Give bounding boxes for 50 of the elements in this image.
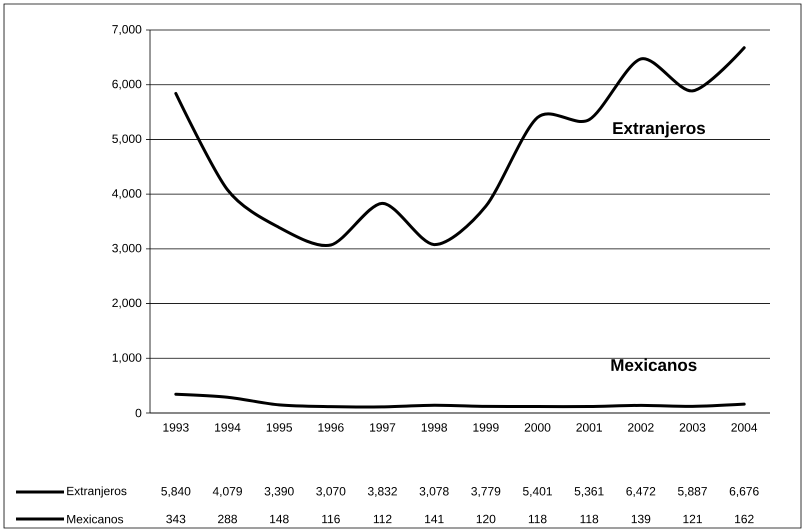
y-tick-label: 0 [136, 408, 142, 418]
data-label: 3,390 [264, 487, 294, 497]
y-tick-label: 4,000 [112, 189, 142, 200]
x-tick-label: 1998 [422, 423, 447, 432]
x-tick-label: 1993 [163, 423, 189, 432]
data-label: 5,361 [574, 487, 604, 497]
data-label: 3,779 [471, 487, 500, 497]
data-label: 288 [218, 514, 237, 524]
data-label: 118 [528, 514, 547, 524]
data-label: 162 [735, 514, 754, 524]
text: Mexicanos [611, 358, 697, 372]
data-label: 148 [270, 514, 289, 524]
x-tick-label: 2003 [680, 423, 706, 432]
data-label: 6,472 [626, 487, 656, 497]
data-label: 343 [166, 514, 186, 524]
y-tick-label: 5,000 [112, 134, 142, 144]
data-label: 6,676 [730, 487, 759, 497]
x-tick-label: 1995 [266, 423, 292, 432]
data-label: 3,078 [420, 487, 449, 497]
data-label: 116 [322, 514, 340, 524]
line-series [174, 392, 746, 408]
x-tick-label: 2002 [628, 423, 654, 432]
data-label: 139 [632, 514, 650, 524]
x-tick-label: 2001 [576, 423, 602, 432]
data-label: 4,079 [212, 487, 242, 497]
data-label: 118 [580, 514, 598, 524]
x-tick-label: 1997 [370, 423, 396, 432]
data-label: 120 [476, 514, 496, 524]
x-tick-label: 1994 [215, 423, 240, 432]
data-label: 5,887 [678, 487, 707, 497]
data-label: 5,401 [522, 487, 552, 497]
y-tick-label: 6,000 [112, 80, 142, 90]
x-tick-label: 2004 [731, 423, 758, 432]
line-series [174, 46, 746, 247]
data-label: 141 [425, 514, 444, 524]
x-tick-label: 2000 [524, 423, 550, 432]
x-tick-label: 1999 [473, 423, 499, 432]
y-tick-label: 7,000 [112, 25, 142, 35]
legend-label: Extranjeros [67, 486, 126, 498]
data-label: 3,070 [316, 487, 346, 497]
y-tick-label: 2,000 [112, 298, 142, 309]
y-tick-label: 1,000 [112, 353, 142, 364]
data-label: 3,832 [368, 487, 397, 497]
legend-label: Mexicanos [67, 514, 124, 524]
x-tick-label: 1996 [318, 423, 344, 432]
data-label: 5,840 [161, 487, 190, 497]
data-label: 121 [683, 514, 702, 524]
data-label: 112 [374, 514, 392, 524]
y-tick-label: 3,000 [112, 244, 142, 254]
text: Extranjeros [613, 122, 705, 138]
